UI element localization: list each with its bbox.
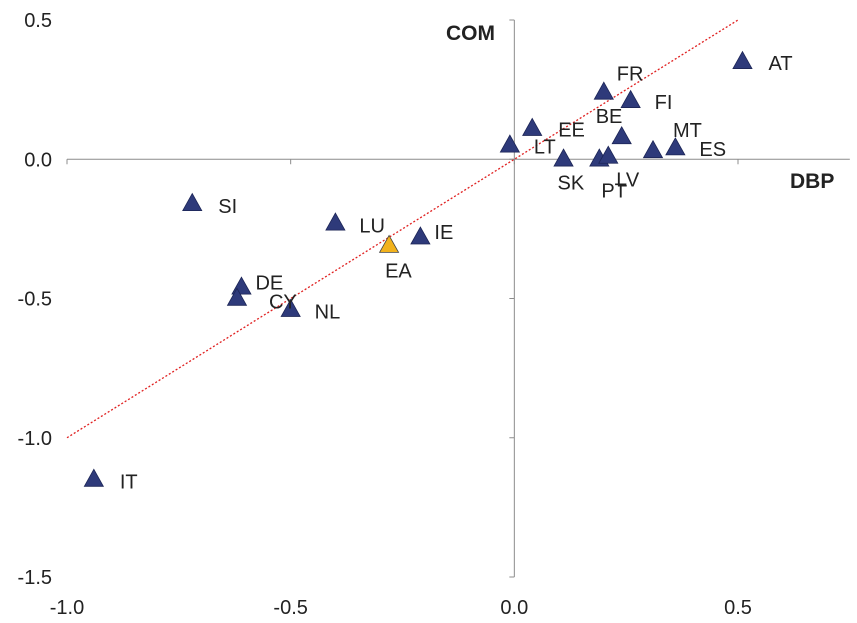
point-label-cy: CY <box>269 292 297 314</box>
point-label-lv: LV <box>616 169 640 191</box>
y-tick-label: -1.5 <box>18 567 52 589</box>
point-label-es: ES <box>699 139 726 161</box>
x-tick-label: 0.0 <box>500 597 528 619</box>
point-label-ee: EE <box>558 120 585 142</box>
point-label-nl: NL <box>315 302 341 324</box>
point-marker-lv <box>598 145 619 164</box>
point-label-it: IT <box>120 472 138 494</box>
point-label-mt: MT <box>673 120 702 142</box>
point-label-at: AT <box>768 53 792 75</box>
point-label-de: DE <box>255 272 283 294</box>
point-label-lu: LU <box>359 215 385 237</box>
point-marker-be <box>611 125 632 145</box>
point-label-be: BE <box>596 106 623 128</box>
point-marker-fr <box>593 81 614 100</box>
y-tick-label: -0.5 <box>18 289 52 311</box>
x-axis-title: DBP <box>790 170 834 193</box>
point-marker-at <box>732 50 753 69</box>
y-axis-title: COM <box>446 22 495 45</box>
point-label-fi: FI <box>655 92 673 114</box>
point-marker-nl <box>280 298 301 317</box>
point-marker-ie <box>410 226 431 245</box>
point-label-si: SI <box>218 196 237 218</box>
point-label-ea: EA <box>385 261 412 283</box>
point-marker-it <box>83 468 105 487</box>
point-label-fr: FR <box>617 63 644 85</box>
point-label-lt: LT <box>534 136 556 158</box>
point-marker-sk <box>553 148 574 167</box>
point-marker-si <box>182 192 203 212</box>
point-marker-ee <box>522 117 543 136</box>
axes: -1.5 -1.0 -0.5 0.0 0.5 -1.0 -0.5 0.0 0.5 <box>18 10 850 619</box>
x-tick-label: -1.0 <box>50 597 84 619</box>
point-marker-ea <box>378 234 400 253</box>
point-marker-mt <box>642 139 664 159</box>
x-tick-label: -0.5 <box>273 597 307 619</box>
point-marker-cy <box>226 287 248 306</box>
point-label-pt: PT <box>601 180 627 202</box>
y-tick-label: 0.0 <box>24 149 52 171</box>
point-marker-fi <box>620 89 641 108</box>
y-tick-label: 0.5 <box>24 10 52 32</box>
point-label-sk: SK <box>558 172 585 194</box>
data-points <box>83 50 753 487</box>
point-marker-lt <box>499 134 521 153</box>
point-marker-es <box>665 137 686 156</box>
point-marker-lu <box>325 212 346 231</box>
y-tick-label: -1.0 <box>18 428 52 450</box>
point-label-ie: IE <box>434 222 453 244</box>
x-tick-label: 0.5 <box>724 597 752 619</box>
